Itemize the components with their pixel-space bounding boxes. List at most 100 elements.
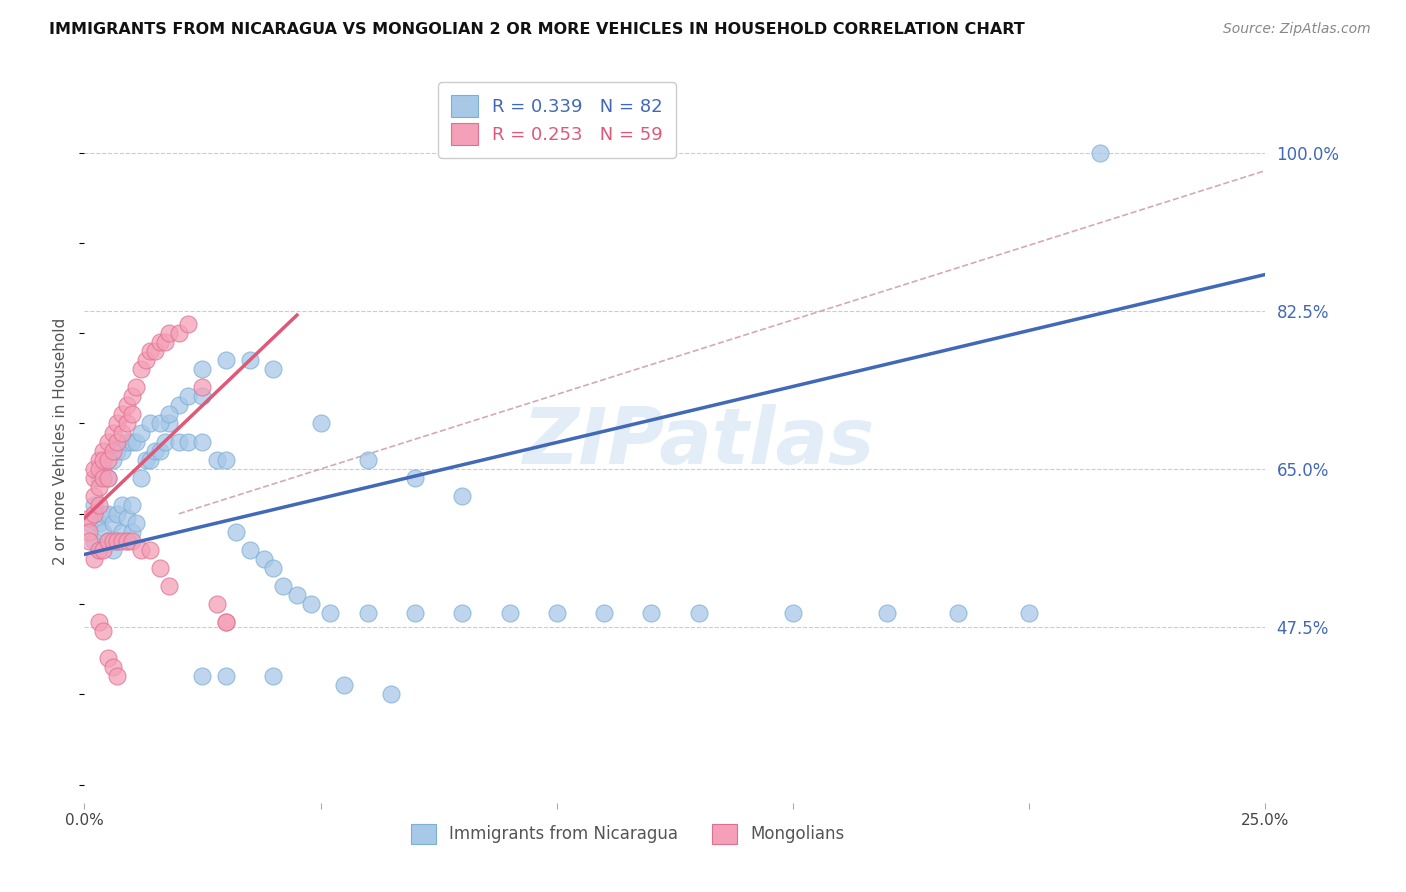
- Point: [101, 533, 124, 548]
- Point: [782, 606, 804, 620]
- Point: [83, 461, 105, 475]
- Point: [87, 516, 110, 530]
- Point: [688, 606, 710, 620]
- Point: [157, 417, 180, 431]
- Point: [83, 533, 105, 548]
- Point: [129, 425, 152, 440]
- Point: [101, 516, 124, 530]
- Point: [111, 408, 134, 422]
- Point: [451, 489, 474, 503]
- Point: [177, 389, 200, 403]
- Point: [299, 597, 322, 611]
- Point: [357, 606, 380, 620]
- Point: [107, 417, 129, 431]
- Point: [157, 579, 180, 593]
- Point: [83, 552, 105, 566]
- Point: [262, 669, 284, 683]
- Point: [1018, 606, 1040, 620]
- Point: [167, 434, 190, 449]
- Text: Source: ZipAtlas.com: Source: ZipAtlas.com: [1223, 22, 1371, 37]
- Point: [121, 408, 143, 422]
- Point: [101, 452, 124, 467]
- Point: [253, 552, 276, 566]
- Point: [1088, 145, 1111, 160]
- Point: [91, 624, 114, 639]
- Point: [115, 533, 138, 548]
- Point: [135, 353, 157, 368]
- Point: [191, 362, 214, 376]
- Point: [239, 353, 262, 368]
- Point: [111, 533, 134, 548]
- Point: [115, 398, 138, 412]
- Point: [111, 498, 134, 512]
- Point: [546, 606, 568, 620]
- Point: [129, 471, 152, 485]
- Point: [380, 687, 402, 701]
- Point: [271, 579, 294, 593]
- Point: [115, 417, 138, 431]
- Point: [121, 389, 143, 403]
- Point: [87, 471, 110, 485]
- Point: [101, 443, 124, 458]
- Point: [149, 335, 172, 350]
- Point: [357, 452, 380, 467]
- Point: [153, 335, 176, 350]
- Point: [129, 542, 152, 557]
- Point: [121, 533, 143, 548]
- Point: [91, 443, 114, 458]
- Point: [107, 533, 129, 548]
- Point: [83, 471, 105, 485]
- Point: [129, 362, 152, 376]
- Point: [215, 669, 238, 683]
- Point: [77, 516, 100, 530]
- Point: [309, 417, 332, 431]
- Point: [143, 344, 166, 359]
- Point: [101, 660, 124, 674]
- Point: [101, 425, 124, 440]
- Point: [191, 389, 214, 403]
- Point: [239, 542, 262, 557]
- Point: [87, 498, 110, 512]
- Point: [77, 511, 100, 525]
- Point: [97, 507, 120, 521]
- Point: [87, 452, 110, 467]
- Point: [115, 511, 138, 525]
- Point: [404, 606, 426, 620]
- Point: [111, 425, 134, 440]
- Point: [167, 326, 190, 341]
- Point: [191, 669, 214, 683]
- Point: [101, 542, 124, 557]
- Point: [139, 452, 162, 467]
- Point: [111, 524, 134, 539]
- Point: [87, 542, 110, 557]
- Point: [125, 434, 148, 449]
- Point: [87, 480, 110, 494]
- Point: [876, 606, 898, 620]
- Text: ZIPatlas: ZIPatlas: [523, 403, 875, 480]
- Point: [97, 471, 120, 485]
- Point: [333, 678, 356, 692]
- Text: IMMIGRANTS FROM NICARAGUA VS MONGOLIAN 2 OR MORE VEHICLES IN HOUSEHOLD CORRELATI: IMMIGRANTS FROM NICARAGUA VS MONGOLIAN 2…: [49, 22, 1025, 37]
- Point: [143, 443, 166, 458]
- Point: [97, 452, 120, 467]
- Point: [215, 615, 238, 630]
- Point: [91, 542, 114, 557]
- Point: [107, 533, 129, 548]
- Point: [404, 471, 426, 485]
- Point: [87, 615, 110, 630]
- Point: [167, 398, 190, 412]
- Point: [177, 434, 200, 449]
- Point: [91, 452, 114, 467]
- Point: [125, 516, 148, 530]
- Point: [319, 606, 342, 620]
- Point: [107, 669, 129, 683]
- Point: [97, 434, 120, 449]
- Point: [121, 524, 143, 539]
- Point: [91, 507, 114, 521]
- Point: [149, 417, 172, 431]
- Point: [215, 452, 238, 467]
- Point: [135, 452, 157, 467]
- Point: [139, 542, 162, 557]
- Point: [91, 524, 114, 539]
- Point: [83, 507, 105, 521]
